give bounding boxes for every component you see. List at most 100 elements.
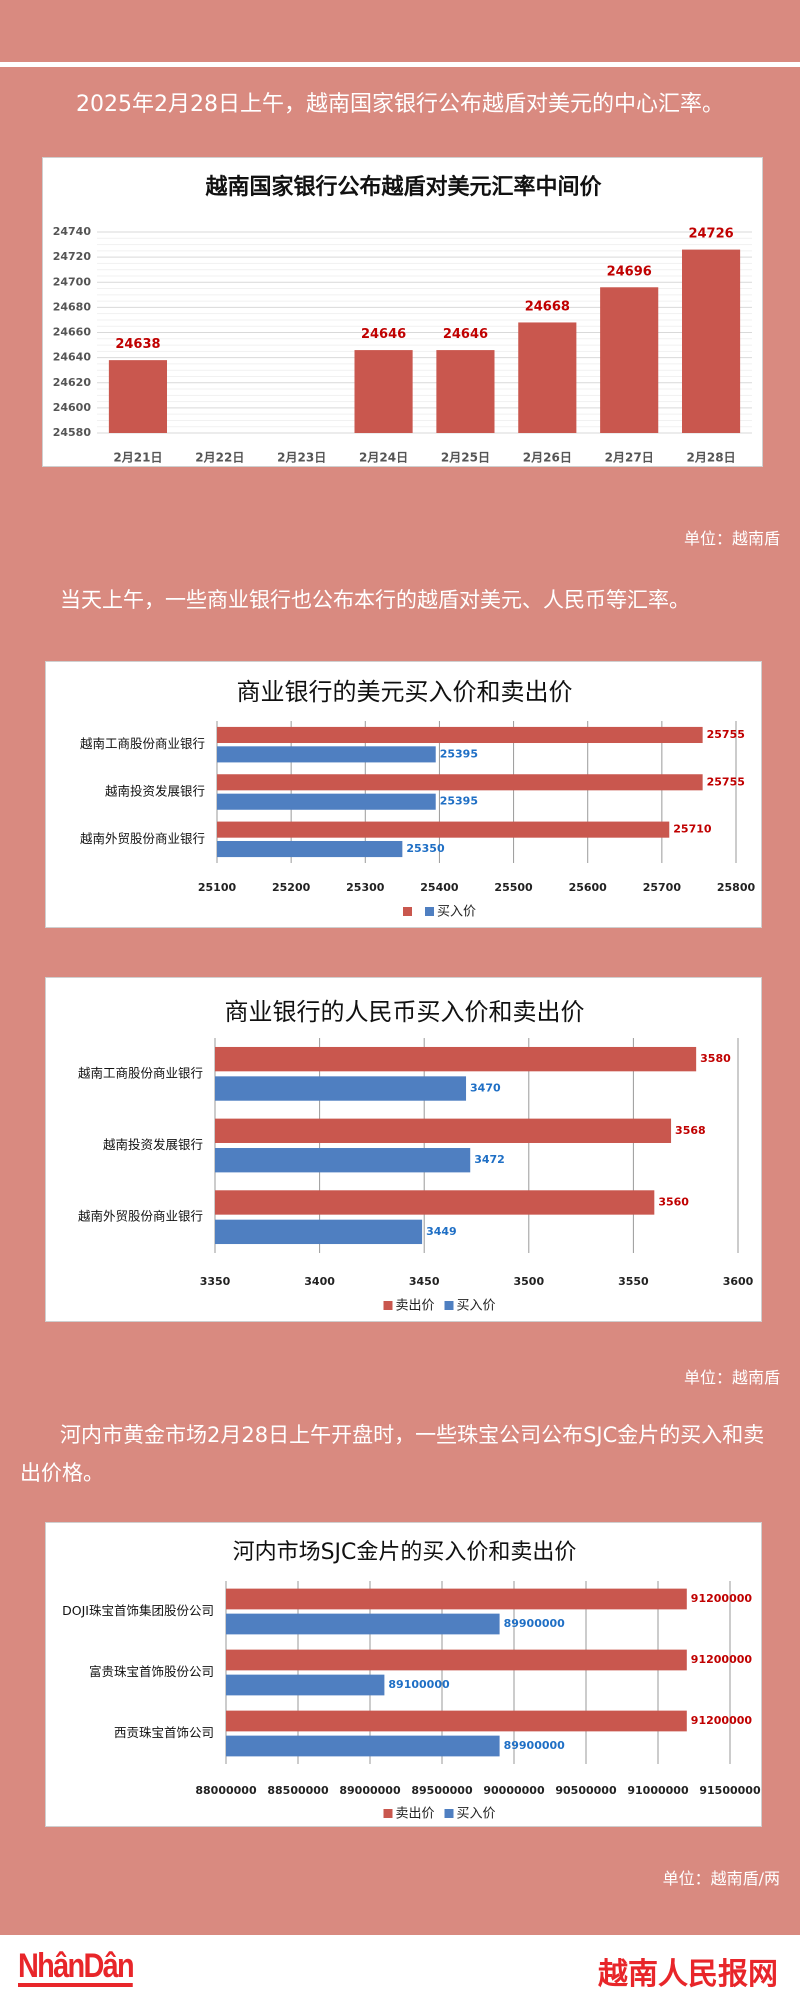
data-label: 25755 <box>707 775 745 788</box>
x-tick-label: 3400 <box>304 1275 335 1288</box>
data-label: 89900000 <box>504 1739 566 1752</box>
buy-bar <box>226 1674 385 1696</box>
bar <box>600 287 659 433</box>
category-label: 越南工商股份商业银行 <box>80 736 205 751</box>
sell-bar <box>217 726 703 744</box>
x-tick-label: 2月24日 <box>359 451 408 465</box>
x-tick-label: 25400 <box>420 881 459 894</box>
sell-bar <box>215 1046 697 1072</box>
y-tick-label: 24700 <box>53 275 92 288</box>
buy-bar <box>215 1076 467 1101</box>
x-tick-label: 2月25日 <box>441 451 490 465</box>
intro-text-1: 2025年2月28日上午，越南国家银行公布越盾对美元的中心汇率。 <box>76 92 724 117</box>
x-tick-label: 25200 <box>272 881 311 894</box>
chart-title: 越南国家银行公布越盾对美元汇率中间价 <box>204 174 602 200</box>
x-tick-label: 89000000 <box>339 1784 401 1797</box>
unit-label-3: 单位：越南盾/两 <box>662 1869 780 1888</box>
data-label: 89900000 <box>504 1617 566 1630</box>
buy-bar <box>217 746 436 763</box>
data-label: 24726 <box>688 227 733 242</box>
x-tick-label: 3450 <box>409 1275 440 1288</box>
sell-bar <box>217 821 670 838</box>
data-label: 25350 <box>406 842 445 855</box>
sell-bar <box>215 1118 672 1143</box>
buy-bar <box>226 1735 500 1757</box>
sell-bar <box>215 1190 655 1215</box>
data-label: 24638 <box>115 337 160 352</box>
bar <box>681 249 741 433</box>
data-label: 24646 <box>443 327 488 342</box>
buy-bar <box>215 1148 471 1173</box>
data-label: 25395 <box>440 795 478 808</box>
legend-swatch <box>403 907 412 916</box>
intro-text-2: 当天上午，一些商业银行也公布本行的越盾对美元、人民币等汇率。 <box>60 588 690 612</box>
x-tick-label: 90000000 <box>483 1784 545 1797</box>
data-label: 3568 <box>675 1124 706 1137</box>
buy-bar <box>215 1219 423 1245</box>
unit-label-2: 单位：越南盾 <box>683 1368 780 1387</box>
category-label: 越南工商股份商业银行 <box>78 1065 203 1080</box>
y-tick-label: 24620 <box>53 376 92 389</box>
legend-label: 卖出价 <box>396 1299 435 1314</box>
data-label: 24696 <box>607 264 652 279</box>
sell-bar <box>226 1649 687 1671</box>
x-tick-label: 2月23日 <box>277 451 326 465</box>
data-label: 91200000 <box>691 1653 753 1666</box>
data-label: 91200000 <box>691 1592 753 1605</box>
x-tick-label: 90500000 <box>555 1784 617 1797</box>
x-tick-label: 3550 <box>618 1275 649 1288</box>
data-label: 3449 <box>426 1225 457 1238</box>
category-label: 西贡珠宝首饰公司 <box>114 1725 214 1740</box>
y-tick-label: 24660 <box>53 326 92 339</box>
y-tick-label: 24720 <box>53 250 92 263</box>
chart-title: 商业银行的人民币买入价和卖出价 <box>225 998 585 1026</box>
chart-title: 河内市场SJC金片的买入价和卖出价 <box>233 1540 577 1565</box>
site-name[interactable]: 越南人民报网 <box>598 1957 778 1992</box>
legend-label: 买入价 <box>457 1299 496 1314</box>
usd-bank-rates-chart: 商业银行的美元买入价和卖出价 25100 25200 25300 25400 25500 2… <box>45 661 762 928</box>
x-tick-label: 91000000 <box>627 1784 689 1797</box>
bar <box>518 322 577 433</box>
chart-svg: 越南国家银行公布越盾对美元汇率中间价 24580 24600 24620 24640 24… <box>53 174 752 465</box>
intro-text-3: 河内市黄金市场2月28日上午开盘时，一些珠宝公司公布SJC金片的买入和卖出价格。 <box>20 1423 765 1485</box>
x-tick-label: 2月27日 <box>605 451 654 465</box>
x-tick-label: 3600 <box>723 1275 754 1288</box>
legend-swatch <box>444 1301 454 1310</box>
data-label: 25710 <box>673 823 712 836</box>
x-tick-label: 25100 <box>198 881 237 894</box>
nhandan-logo[interactable]: NhânDân <box>18 1947 135 1987</box>
sell-bar <box>226 1588 687 1610</box>
data-label: 3472 <box>474 1153 505 1166</box>
data-label: 24646 <box>361 327 406 342</box>
x-tick-label: 91500000 <box>699 1784 761 1797</box>
data-label: 3470 <box>470 1082 501 1095</box>
x-tick-label: 2月26日 <box>523 451 572 465</box>
category-label: 越南外贸股份商业银行 <box>78 1209 203 1224</box>
buy-bar <box>217 840 403 858</box>
category-label: 越南投资发展银行 <box>103 1137 203 1152</box>
x-tick-label: 25600 <box>569 881 608 894</box>
x-tick-label: 2月22日 <box>195 451 244 465</box>
data-label: 91200000 <box>691 1714 753 1727</box>
category-label: DOJI珠宝首饰集团股份公司 <box>62 1603 214 1618</box>
x-tick-label: 25700 <box>643 881 682 894</box>
bar <box>108 360 168 433</box>
bar <box>436 350 495 433</box>
x-tick-label: 88000000 <box>195 1784 257 1797</box>
footer: NhânDân 越南人民报网 <box>0 1935 800 2000</box>
sell-bar <box>226 1710 687 1732</box>
central-rate-bar-chart: 越南国家银行公布越盾对美元汇率中间价 24580 24600 24620 24640 24… <box>42 157 763 467</box>
x-tick-label: 25300 <box>346 881 385 894</box>
y-tick-label: 24600 <box>53 401 92 414</box>
sell-bar <box>217 774 703 791</box>
sjc-gold-prices-chart: 河内市场SJC金片的买入价和卖出价 88000000 88500000 8900000… <box>45 1522 762 1827</box>
x-tick-label: 2月21日 <box>113 451 162 465</box>
y-tick-label: 24580 <box>53 426 92 439</box>
y-tick-label: 24680 <box>53 300 92 313</box>
chart-svg: 河内市场SJC金片的买入价和卖出价 88000000 88500000 8900000… <box>62 1540 761 1822</box>
x-tick-label: 3350 <box>200 1275 231 1288</box>
data-label: 24668 <box>525 299 570 314</box>
legend-label: 买入价 <box>437 905 476 920</box>
x-tick-label: 3500 <box>513 1275 544 1288</box>
category-label: 越南投资发展银行 <box>105 784 205 799</box>
